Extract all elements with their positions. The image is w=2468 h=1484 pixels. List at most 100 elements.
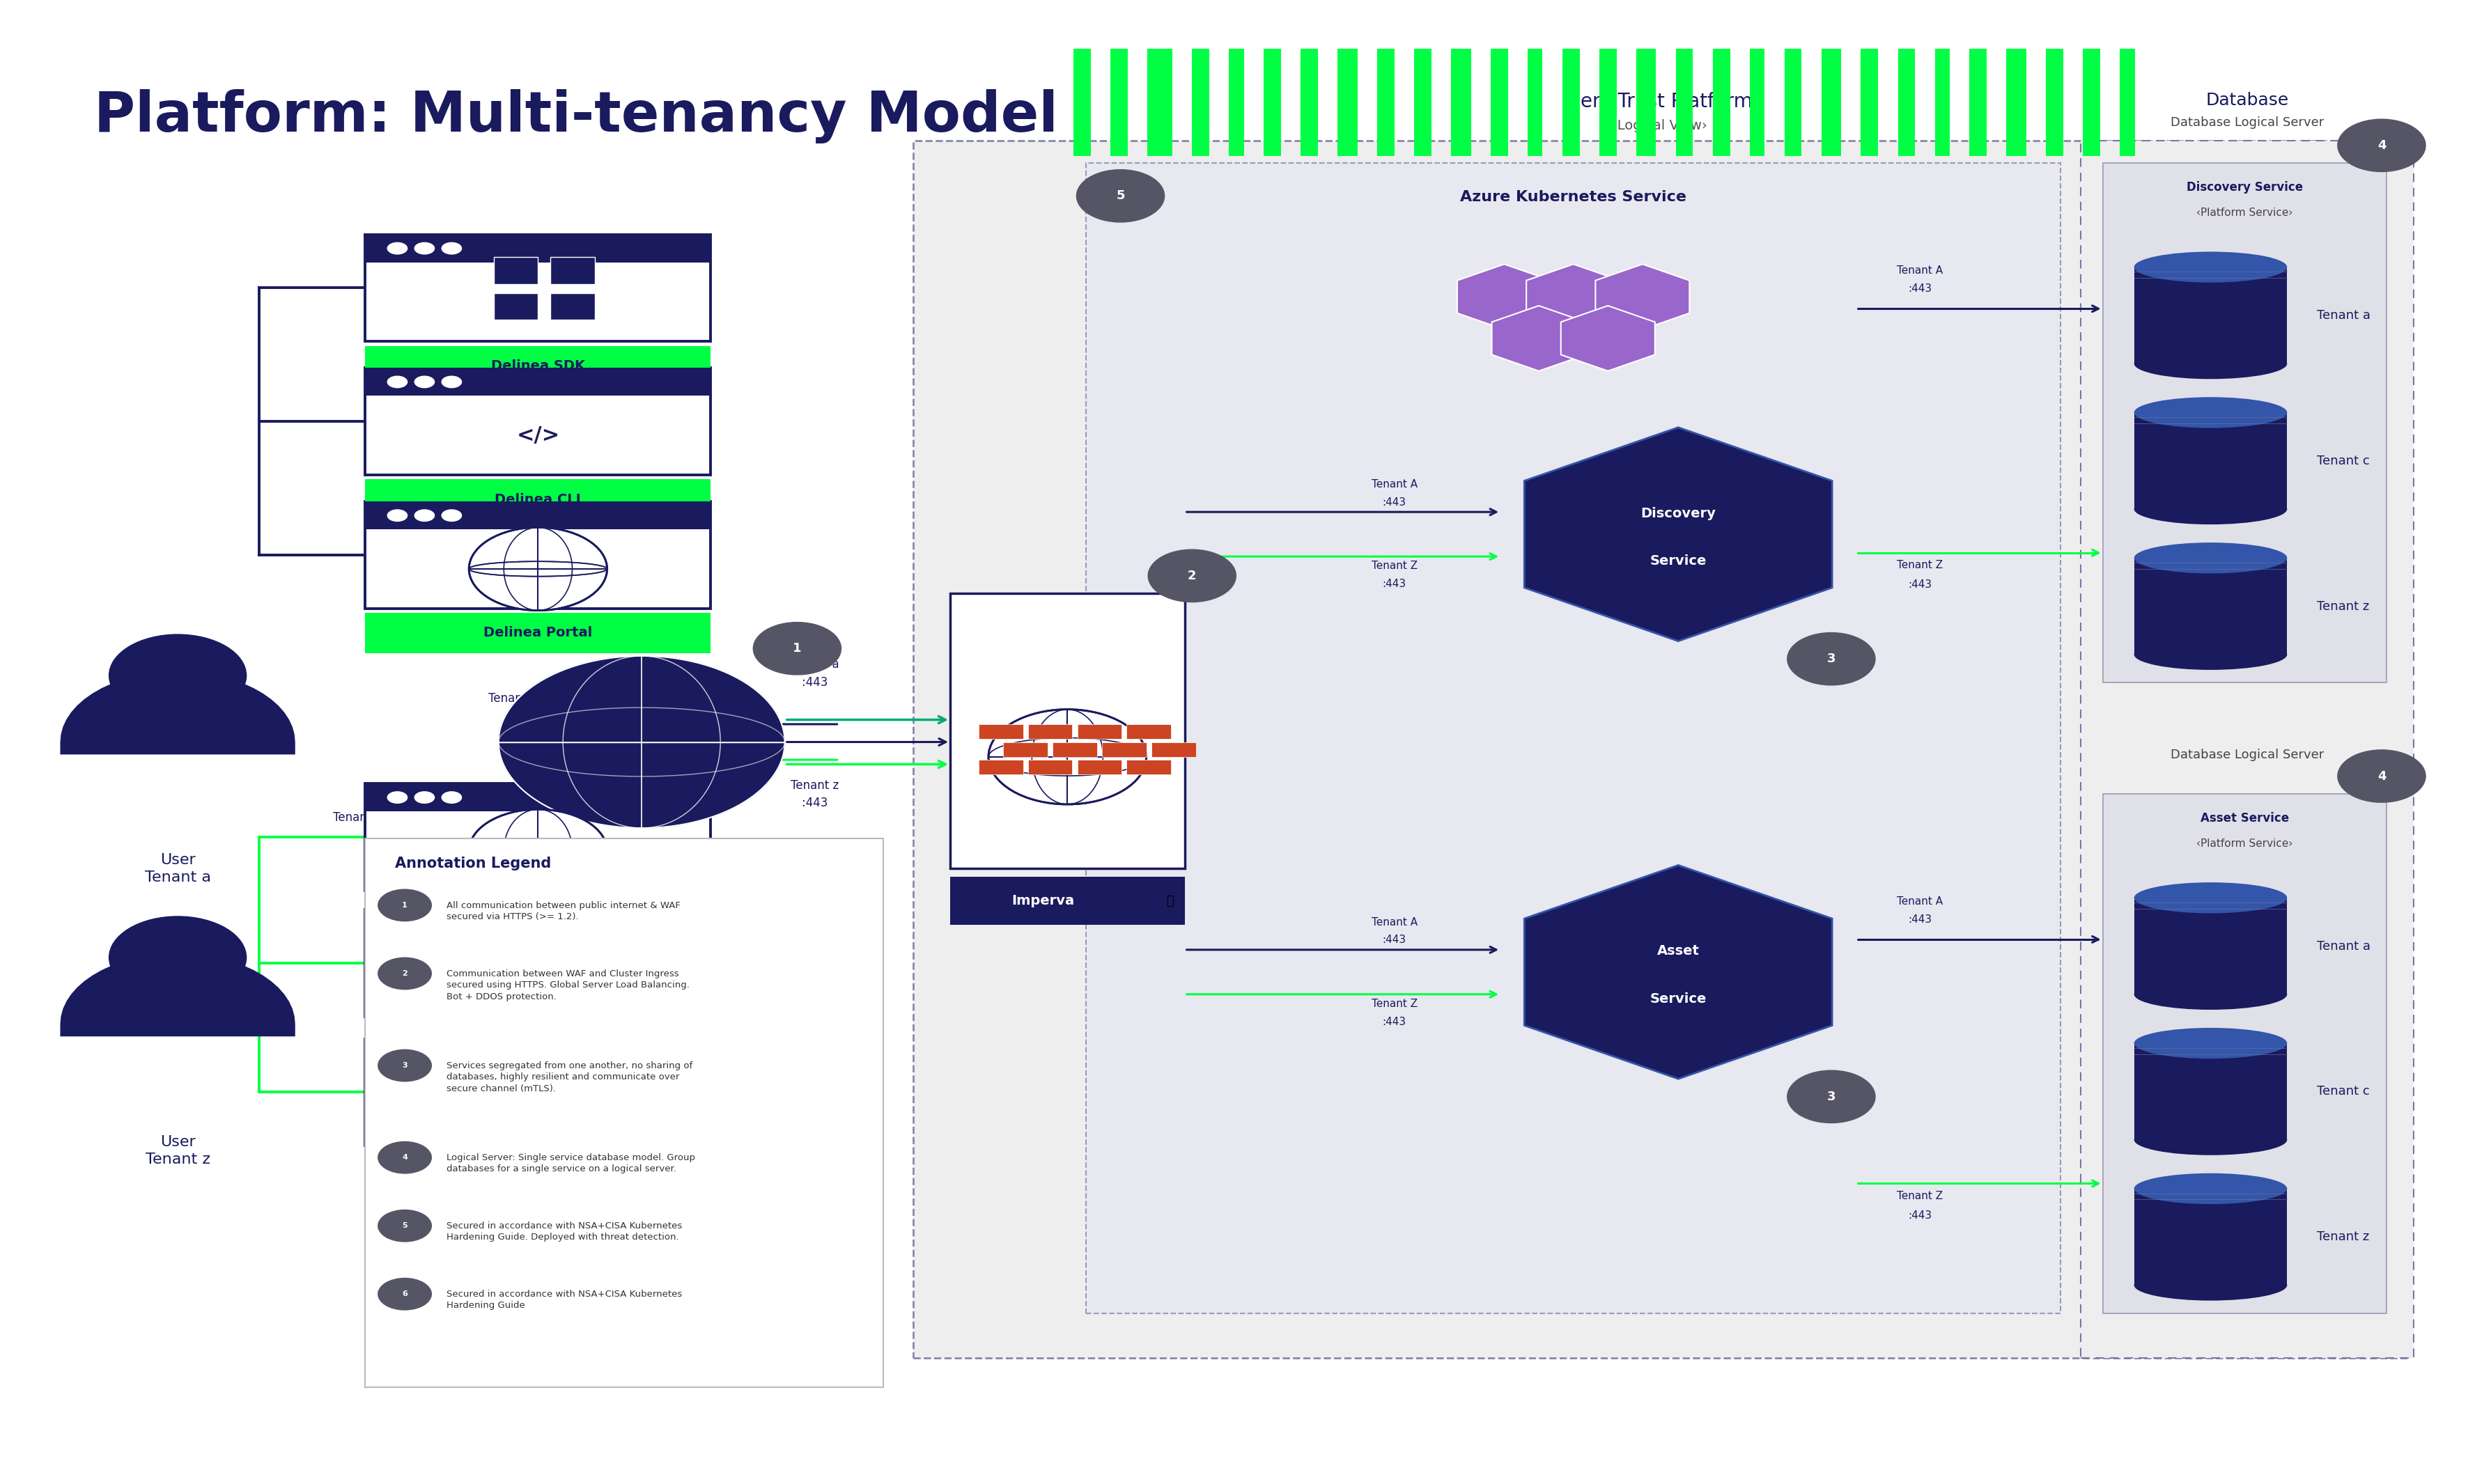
- Text: </>: </>: [516, 1097, 560, 1116]
- Text: Delinea SDK: Delinea SDK: [491, 359, 585, 372]
- Circle shape: [387, 1046, 407, 1060]
- Text: Database: Database: [2206, 92, 2288, 108]
- Text: 6: 6: [402, 1291, 407, 1297]
- Text: Secured in accordance with NSA+CISA Kubernetes
Hardening Guide: Secured in accordance with NSA+CISA Kube…: [447, 1290, 681, 1310]
- FancyBboxPatch shape: [365, 838, 884, 1388]
- Circle shape: [387, 242, 407, 255]
- FancyBboxPatch shape: [1636, 49, 1656, 156]
- FancyBboxPatch shape: [365, 368, 711, 475]
- Text: 4: 4: [2377, 139, 2387, 151]
- Circle shape: [387, 917, 407, 930]
- FancyBboxPatch shape: [365, 234, 711, 341]
- Text: Delinea SDK: Delinea SDK: [491, 1034, 585, 1048]
- Text: User
Tenant z: User Tenant z: [146, 1135, 210, 1166]
- Circle shape: [442, 791, 462, 804]
- Text: Delinea CLI: Delinea CLI: [496, 1163, 580, 1177]
- Circle shape: [442, 375, 462, 389]
- FancyBboxPatch shape: [1029, 760, 1074, 775]
- Text: Tenant A: Tenant A: [1372, 917, 1417, 928]
- Circle shape: [442, 917, 462, 930]
- FancyBboxPatch shape: [2135, 413, 2288, 509]
- Text: :443: :443: [1908, 283, 1932, 294]
- Circle shape: [1076, 169, 1165, 223]
- Text: Azure Kubernetes Service: Azure Kubernetes Service: [1461, 190, 1686, 203]
- FancyBboxPatch shape: [2135, 1189, 2288, 1285]
- Text: Services segregated from one another, no sharing of
databases, highly resilient : Services segregated from one another, no…: [447, 1061, 694, 1094]
- Circle shape: [499, 656, 785, 828]
- FancyBboxPatch shape: [365, 1150, 711, 1190]
- Ellipse shape: [2135, 1270, 2288, 1300]
- Ellipse shape: [2135, 640, 2288, 669]
- Circle shape: [387, 791, 407, 804]
- FancyBboxPatch shape: [365, 1039, 711, 1146]
- FancyBboxPatch shape: [365, 910, 711, 1017]
- FancyBboxPatch shape: [1969, 49, 1987, 156]
- FancyBboxPatch shape: [1079, 724, 1120, 739]
- Polygon shape: [1491, 306, 1587, 371]
- FancyBboxPatch shape: [494, 292, 538, 319]
- Circle shape: [109, 916, 247, 999]
- Text: https://tenant-z.delinea.app: https://tenant-z.delinea.app: [526, 813, 649, 822]
- FancyBboxPatch shape: [365, 1039, 711, 1067]
- FancyBboxPatch shape: [1086, 163, 2061, 1313]
- Text: :443: :443: [1382, 579, 1407, 589]
- Ellipse shape: [2135, 398, 2288, 427]
- Text: Tenant A: Tenant A: [1372, 479, 1417, 490]
- FancyBboxPatch shape: [1676, 49, 1693, 156]
- Circle shape: [1787, 632, 1876, 686]
- Text: :443: :443: [1382, 1017, 1407, 1027]
- FancyBboxPatch shape: [365, 910, 711, 938]
- Ellipse shape: [2135, 543, 2288, 573]
- Circle shape: [469, 809, 607, 892]
- Text: :443: :443: [1908, 914, 1932, 925]
- Polygon shape: [1594, 264, 1691, 329]
- FancyBboxPatch shape: [1054, 742, 1098, 757]
- FancyBboxPatch shape: [1338, 49, 1357, 156]
- FancyBboxPatch shape: [2135, 558, 2288, 654]
- Text: Database Logical Server: Database Logical Server: [2169, 117, 2325, 129]
- FancyBboxPatch shape: [1301, 49, 1318, 156]
- FancyBboxPatch shape: [550, 932, 595, 959]
- Text: 3: 3: [402, 1063, 407, 1068]
- Polygon shape: [59, 953, 296, 1036]
- Circle shape: [387, 375, 407, 389]
- Text: 2: 2: [1187, 570, 1197, 582]
- Text: 3: 3: [1826, 653, 1836, 665]
- Circle shape: [987, 709, 1145, 804]
- FancyBboxPatch shape: [365, 895, 711, 935]
- Text: ‹Platform Service›: ‹Platform Service›: [2197, 838, 2293, 849]
- Text: Discovery: Discovery: [1641, 508, 1715, 519]
- Text: :443: :443: [802, 797, 827, 809]
- FancyBboxPatch shape: [1562, 49, 1580, 156]
- Circle shape: [442, 1046, 462, 1060]
- Text: 1: 1: [792, 643, 802, 654]
- Text: :443: :443: [1382, 497, 1407, 508]
- Text: 2: 2: [402, 971, 407, 976]
- Text: :443: :443: [1382, 935, 1407, 945]
- FancyBboxPatch shape: [2135, 898, 2288, 994]
- Polygon shape: [1525, 865, 1831, 1079]
- Text: ‹Logical View›: ‹Logical View›: [1612, 119, 1708, 132]
- Text: 1: 1: [402, 902, 407, 908]
- Circle shape: [415, 242, 434, 255]
- Polygon shape: [1525, 264, 1621, 329]
- FancyBboxPatch shape: [550, 292, 595, 319]
- Text: Platform: Multi-tenancy Model: Platform: Multi-tenancy Model: [94, 89, 1059, 144]
- Polygon shape: [1456, 264, 1552, 329]
- FancyBboxPatch shape: [1451, 49, 1471, 156]
- FancyBboxPatch shape: [2135, 1043, 2288, 1140]
- Text: Imperva: Imperva: [1012, 895, 1074, 907]
- Polygon shape: [59, 671, 296, 754]
- Circle shape: [753, 622, 842, 675]
- Text: 3: 3: [1826, 1091, 1836, 1103]
- Circle shape: [378, 957, 432, 990]
- Text: 5: 5: [1116, 190, 1125, 202]
- Text: Web Application
Firewall: Web Application Firewall: [1009, 608, 1125, 637]
- FancyBboxPatch shape: [1377, 49, 1394, 156]
- Text: Delinea CLI: Delinea CLI: [496, 493, 580, 506]
- Ellipse shape: [2135, 349, 2288, 378]
- FancyBboxPatch shape: [365, 234, 711, 263]
- FancyBboxPatch shape: [1750, 49, 1765, 156]
- Text: Secured in accordance with NSA+CISA Kubernetes
Hardening Guide. Deployed with th: Secured in accordance with NSA+CISA Kube…: [447, 1221, 681, 1242]
- Circle shape: [378, 1049, 432, 1082]
